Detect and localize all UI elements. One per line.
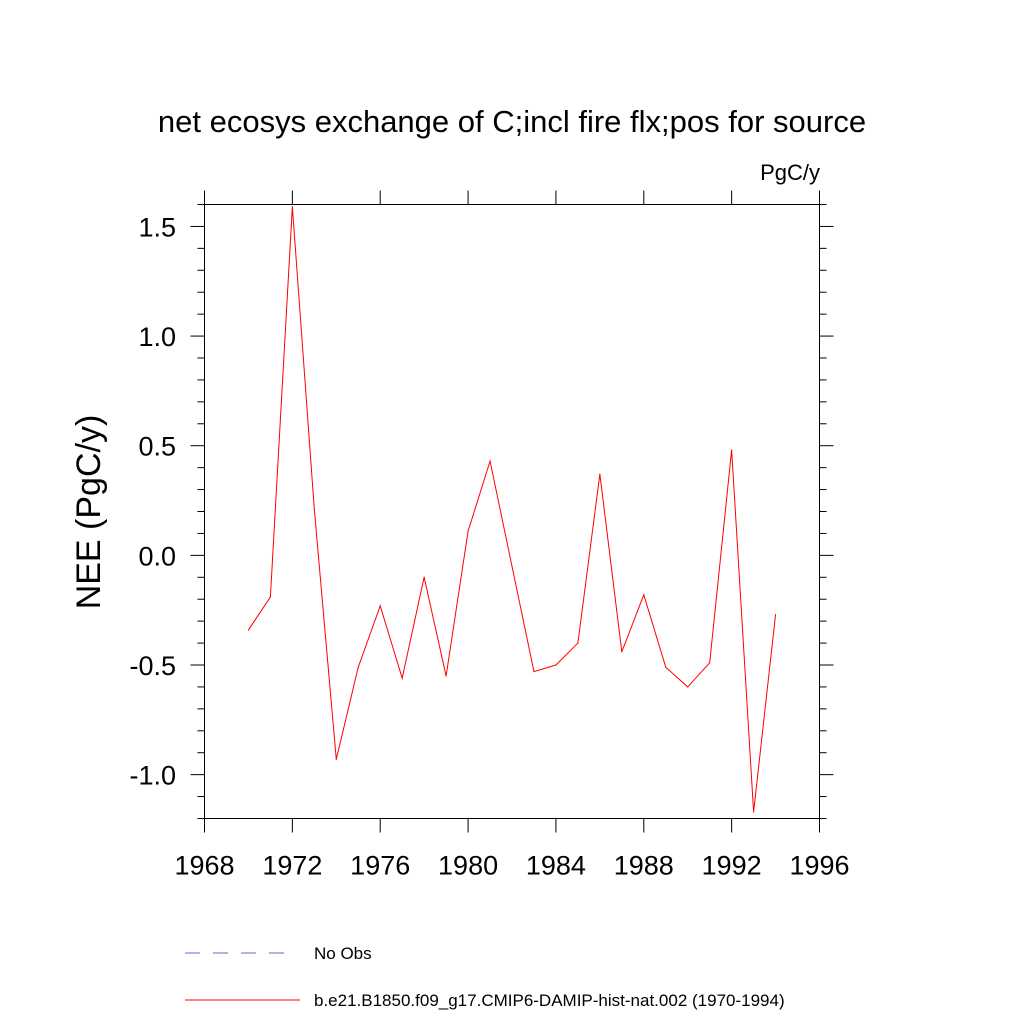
data-point — [731, 449, 733, 451]
x-tick-label: 1980 — [438, 851, 498, 881]
data-point — [247, 629, 250, 631]
data-point — [313, 508, 315, 510]
data-point — [643, 594, 645, 596]
y-tick-label: 1.5 — [138, 212, 176, 242]
data-point — [335, 758, 337, 760]
x-tick-label: 1996 — [789, 851, 849, 881]
data-point — [467, 530, 469, 532]
x-tick-labels: 1968 1972 1976 1980 1984 1988 1992 1996 — [174, 851, 849, 881]
y-tick-labels: -1.0 -0.5 0.0 0.5 1.0 1.5 — [129, 212, 176, 790]
x-tick-label: 1984 — [526, 851, 586, 881]
data-point — [357, 666, 359, 668]
axis-ticks — [190, 190, 834, 833]
data-point — [687, 686, 689, 688]
data-point — [577, 642, 579, 644]
data-point — [709, 662, 711, 664]
y-tick-label: 1.0 — [138, 322, 176, 352]
data-point — [665, 666, 667, 668]
x-tick-label: 1992 — [702, 851, 762, 881]
data-point — [555, 664, 557, 666]
x-tick-label: 1968 — [174, 851, 234, 881]
chart-title: net ecosys exchange of C;incl fire flx;p… — [158, 104, 866, 139]
x-tick-label: 1976 — [350, 851, 410, 881]
y-tick-label: -1.0 — [129, 761, 176, 791]
legend-label-no-obs: No Obs — [314, 944, 372, 963]
plot-frame — [204, 204, 820, 819]
data-point — [379, 605, 381, 607]
x-tick-label: 1988 — [614, 851, 674, 881]
data-point — [621, 651, 623, 653]
y-tick-label: -0.5 — [129, 651, 176, 681]
data-point — [774, 613, 777, 616]
data-point — [753, 811, 755, 813]
data-point — [533, 670, 535, 673]
legend: No Obs b.e21.B1850.f09_g17.CMIP6-DAMIP-h… — [185, 944, 785, 1010]
x-tick-label: 1972 — [262, 851, 322, 881]
series-layer — [247, 206, 777, 813]
data-point — [445, 675, 447, 677]
data-point — [511, 565, 513, 567]
y-axis-label: NEE (PgC/y) — [70, 415, 108, 610]
y-tick-label: 0.5 — [138, 432, 176, 462]
data-point — [269, 596, 271, 598]
units-label: PgC/y — [760, 160, 820, 185]
data-point — [401, 677, 403, 679]
data-point — [291, 206, 293, 208]
legend-label-model-run: b.e21.B1850.f09_g17.CMIP6-DAMIP-hist-nat… — [314, 991, 785, 1010]
data-point — [423, 576, 425, 578]
data-point — [599, 473, 601, 475]
y-tick-label: 0.0 — [138, 541, 176, 571]
data-point — [489, 460, 491, 462]
series-line — [248, 206, 777, 812]
